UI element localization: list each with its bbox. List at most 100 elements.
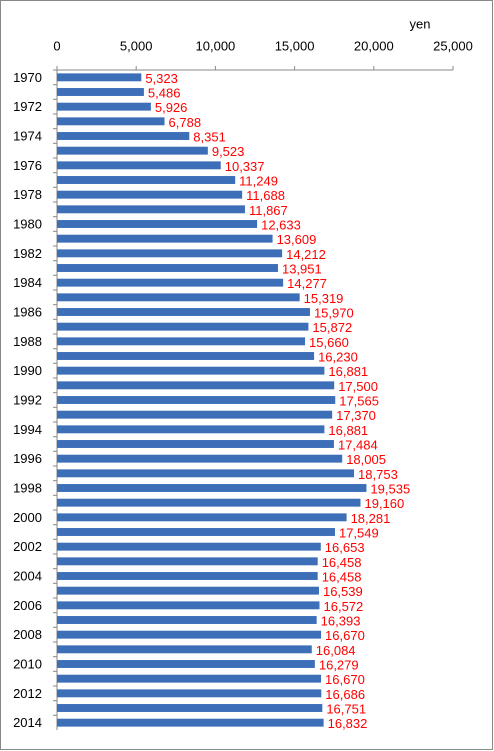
bar [57,704,323,712]
data-label: 15,319 [304,291,344,306]
x-tick-label: 5,000 [120,38,153,53]
bar [57,73,142,82]
data-label: 16,670 [325,672,365,687]
bar [57,410,333,419]
y-tick-label: 2012 [13,686,42,701]
data-label: 17,484 [338,437,378,452]
data-label: 19,160 [364,496,404,511]
data-label: 17,500 [338,379,378,394]
data-label: 15,970 [314,305,354,320]
data-label: 16,458 [322,569,362,584]
bar [57,645,312,654]
y-tick-label: 2004 [13,568,42,583]
data-label: 14,212 [286,247,326,262]
bar [57,190,243,199]
data-label: 8,351 [193,129,226,144]
data-label: 19,535 [370,481,410,496]
axis-label: yen [410,16,431,31]
data-label: 14,277 [287,276,327,291]
x-tick-label: 10,000 [196,38,236,53]
bar [57,586,319,595]
data-label: 15,660 [309,335,349,350]
y-tick-label: 1994 [13,422,42,437]
y-tick-label: 1972 [13,99,42,114]
x-tick-label: 15,000 [275,38,315,53]
y-tick-label: 2000 [13,510,42,525]
x-tick-label: 25,000 [433,38,473,53]
data-label: 13,951 [282,261,322,276]
data-label: 5,323 [145,71,178,86]
data-label: 16,670 [325,628,365,643]
data-label: 16,572 [324,599,364,614]
y-tick-label: 1970 [13,70,42,85]
y-tick-label: 2008 [13,627,42,642]
bar [57,264,278,272]
data-label: 16,539 [323,584,363,599]
bar [57,469,355,478]
y-tick-label: 1984 [13,275,42,290]
bar [57,132,190,140]
bar [57,249,283,258]
y-tick-label: 2006 [13,598,42,613]
bar [57,660,315,668]
data-label: 16,458 [322,555,362,570]
data-label: 18,005 [346,452,386,467]
bar [57,484,367,492]
data-label: 16,230 [318,349,358,364]
bar [57,146,208,155]
bar [57,513,347,522]
y-tick-label: 2002 [13,539,42,554]
data-label: 5,926 [155,100,188,115]
data-label: 11,867 [249,203,288,218]
bar [57,396,336,404]
bar [57,117,165,126]
bar [57,557,318,566]
data-label: 18,281 [351,511,391,526]
data-label: 16,279 [319,657,359,672]
data-label: 16,653 [325,540,365,555]
data-label: 17,549 [339,525,379,540]
y-tick-label: 1996 [13,451,42,466]
data-label: 5,486 [148,85,181,100]
bar [57,616,317,624]
bar [57,366,325,375]
bar [57,381,335,390]
y-tick-label: 1976 [13,158,42,173]
data-label: 6,788 [169,115,202,130]
y-tick-label: 1974 [13,128,42,143]
y-tick-label: 1988 [13,334,42,349]
bar [57,278,284,287]
data-label: 9,523 [212,144,245,159]
data-label: 16,881 [328,423,368,438]
bar [57,498,361,507]
data-label: 16,751 [326,701,366,716]
bar [57,425,325,434]
y-tick-label: 1998 [13,480,42,495]
y-tick-label: 1978 [13,187,42,202]
bar [57,308,310,316]
bar [57,102,151,111]
data-label: 16,686 [325,687,365,702]
data-label: 13,609 [277,232,317,247]
y-tick-label: 2014 [13,715,42,730]
bar [57,234,273,243]
bar [57,161,221,170]
bar [57,176,236,184]
y-tick-label: 1990 [13,363,42,378]
bar [57,630,322,639]
data-label: 16,881 [328,364,368,379]
y-tick-label: 2010 [13,656,42,671]
bar [57,337,306,346]
data-label: 11,249 [239,173,278,188]
bar [57,220,258,228]
data-label: 11,688 [246,188,285,203]
data-label: 16,832 [328,716,368,731]
x-tick-label: 0 [53,38,60,53]
bar [57,322,309,331]
data-label: 17,565 [339,393,379,408]
bar [57,718,324,727]
data-label: 18,753 [358,467,398,482]
bar [57,88,144,96]
